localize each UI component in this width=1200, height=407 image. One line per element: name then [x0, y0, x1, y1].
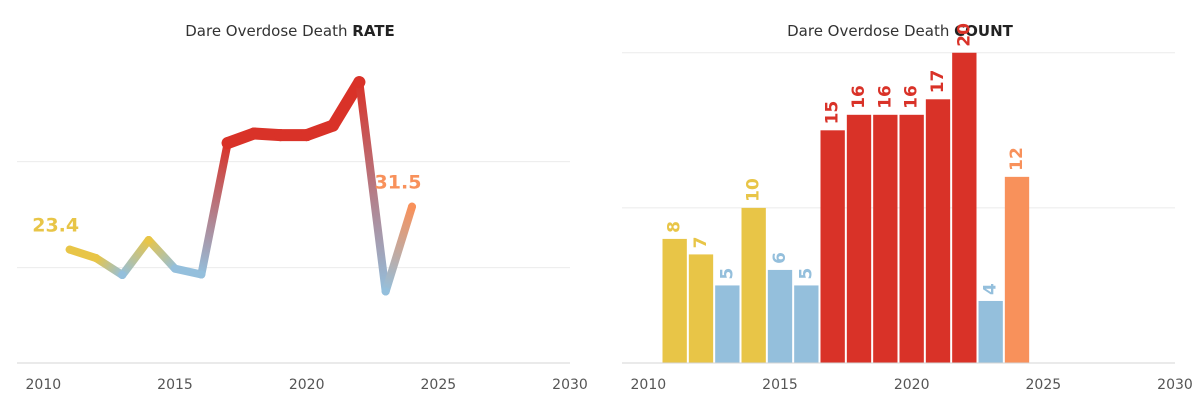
rate-x-tick-label: 2030 — [552, 377, 588, 393]
count-bar[interactable] — [978, 300, 1003, 363]
count-chart-panel: Dare Overdose Death COUNT 8 7 5 10 6 5 15 16 16 1… — [600, 0, 1200, 407]
rate-x-tick-label: 2010 — [26, 377, 62, 393]
count-bar[interactable] — [715, 285, 740, 363]
rate-point[interactable] — [65, 245, 74, 254]
count-bar-label: 5 — [717, 268, 737, 280]
rate-point-label: 23.4 — [32, 215, 79, 237]
rate-title-prefix: Dare Overdose Death — [185, 22, 348, 40]
count-bar[interactable] — [741, 207, 766, 363]
rate-x-tick-label: 2020 — [289, 377, 325, 393]
rate-point[interactable] — [381, 287, 390, 296]
rate-point[interactable] — [118, 271, 127, 280]
count-bar[interactable] — [688, 254, 714, 363]
count-bar-label: 8 — [665, 221, 685, 233]
rate-line-segment — [65, 245, 100, 263]
rate-point[interactable] — [197, 270, 206, 279]
count-bar[interactable] — [925, 99, 951, 363]
count-title-prefix: Dare Overdose Death — [787, 22, 950, 40]
rate-point[interactable] — [327, 119, 339, 132]
count-x-tick-label: 2015 — [762, 377, 798, 393]
count-bar-label: 15 — [823, 101, 843, 125]
count-bar[interactable] — [794, 285, 819, 363]
rate-point[interactable] — [274, 129, 287, 142]
count-x-tick-label: 2030 — [1157, 377, 1193, 393]
count-bar-label: 5 — [796, 268, 816, 280]
count-bar[interactable] — [873, 114, 898, 364]
count-x-tick-label: 2020 — [894, 377, 930, 393]
count-bar-label: 4 — [981, 283, 1001, 295]
count-bar-label: 16 — [902, 85, 922, 109]
rate-chart-title: Dare Overdose Death RATE — [0, 22, 580, 40]
count-title-emphasis: COUNT — [954, 22, 1013, 40]
rate-line-chart: 2010 2015 2020 2025 2030 23.4 31.5 — [17, 76, 588, 393]
count-bar[interactable] — [952, 52, 977, 363]
rate-line-segment — [144, 236, 179, 273]
rate-point[interactable] — [171, 264, 179, 273]
count-x-tick-label: 2025 — [1026, 377, 1062, 393]
rate-point[interactable] — [353, 76, 366, 89]
count-bar-label: 20 — [954, 23, 974, 47]
rate-line-segment — [197, 139, 232, 279]
rate-point[interactable] — [92, 254, 100, 263]
count-bar-label: 17 — [928, 70, 948, 94]
rate-line-segment — [171, 264, 206, 279]
rate-line-segment — [355, 78, 390, 296]
count-bar[interactable] — [899, 114, 924, 364]
rate-line-segment — [327, 76, 366, 132]
rate-x-tick-label: 2025 — [421, 377, 457, 393]
count-bar-label: 16 — [875, 85, 895, 109]
count-bar-label: 10 — [744, 178, 764, 202]
count-bar-label: 6 — [770, 252, 790, 264]
rate-line-segment — [118, 236, 153, 280]
count-bar[interactable] — [1004, 176, 1030, 363]
rate-title-emphasis: RATE — [352, 22, 395, 40]
count-x-tick-label: 2010 — [631, 377, 667, 393]
rate-x-tick-label: 2015 — [157, 377, 193, 393]
rate-chart-panel: Dare Overdose Death RATE 2010 2015 2020 202… — [0, 0, 588, 407]
count-bar[interactable] — [767, 269, 793, 363]
rate-point[interactable] — [408, 202, 416, 211]
count-bar[interactable] — [846, 114, 872, 364]
rate-line-segment — [92, 254, 127, 280]
count-bar-label: 7 — [691, 237, 711, 249]
rate-point-label: 31.5 — [375, 172, 422, 194]
count-bar[interactable] — [820, 130, 845, 363]
rate-point[interactable] — [221, 137, 234, 150]
count-bar[interactable] — [662, 238, 687, 363]
count-bar-label: 16 — [849, 85, 869, 109]
rate-point[interactable] — [248, 127, 260, 140]
count-chart-title: Dare Overdose Death COUNT — [600, 22, 1200, 40]
rate-point[interactable] — [144, 236, 153, 245]
rate-point[interactable] — [300, 129, 313, 142]
rate-line-segment — [381, 202, 416, 296]
count-bar-label: 12 — [1007, 147, 1027, 171]
